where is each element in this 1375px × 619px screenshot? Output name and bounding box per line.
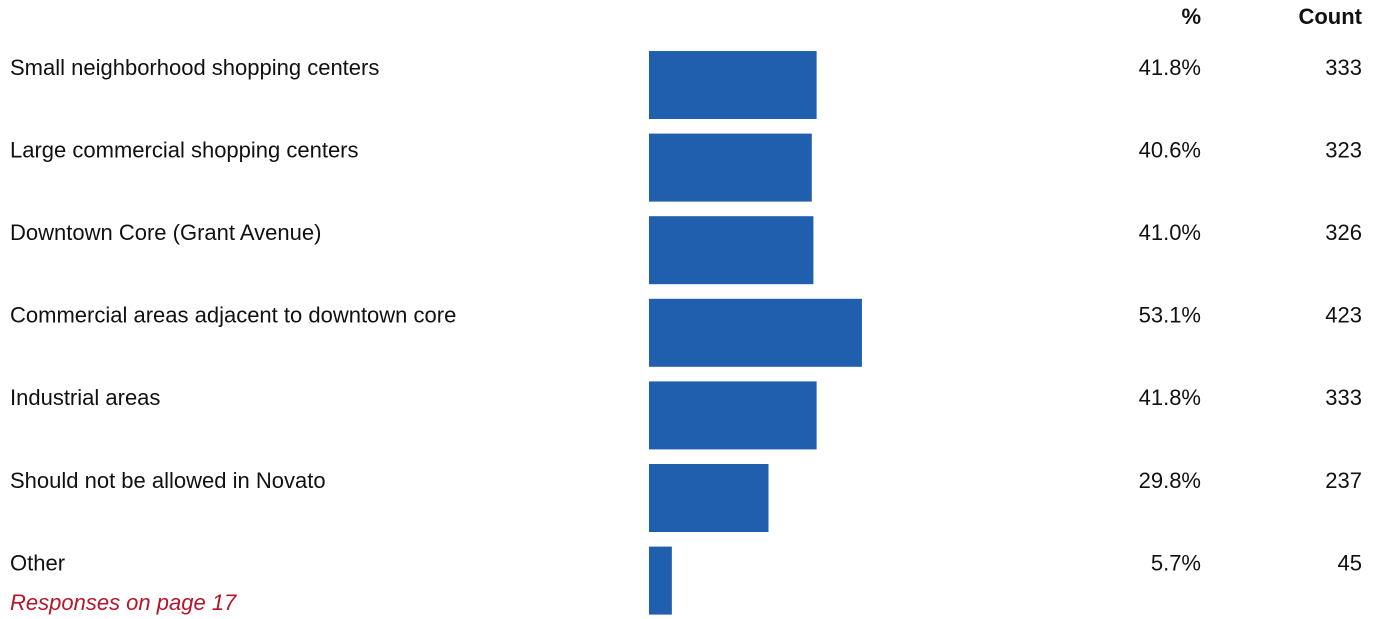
bar <box>649 546 672 615</box>
percent-label: 41.8% <box>1139 55 1201 80</box>
annotation: Responses on page 17 <box>10 590 237 615</box>
category-label: Small neighborhood shopping centers <box>10 55 379 80</box>
bar <box>649 216 814 285</box>
category-label: Should not be allowed in Novato <box>10 468 326 493</box>
category-label: Downtown Core (Grant Avenue) <box>10 220 321 245</box>
count-label: 237 <box>1325 468 1362 493</box>
bar <box>649 298 862 367</box>
percent-label: 41.8% <box>1139 385 1201 410</box>
count-label: 323 <box>1325 137 1362 162</box>
count-label: 333 <box>1325 385 1362 410</box>
category-label: Other <box>10 550 65 575</box>
percent-label: 41.0% <box>1139 220 1201 245</box>
count-label: 423 <box>1325 303 1362 328</box>
bar <box>649 464 769 532</box>
category-label: Commercial areas adjacent to downtown co… <box>10 303 456 328</box>
bar <box>649 51 817 119</box>
category-label: Large commercial shopping centers <box>10 137 359 162</box>
percent-label: 29.8% <box>1139 468 1201 493</box>
percent-label: 40.6% <box>1139 137 1201 162</box>
percent-label: 5.7% <box>1151 550 1201 575</box>
percent-label: 53.1% <box>1139 303 1201 328</box>
bar <box>649 133 812 202</box>
count-label: 45 <box>1338 550 1362 575</box>
count-label: 333 <box>1325 55 1362 80</box>
bar <box>649 381 817 450</box>
count-label: 326 <box>1325 220 1362 245</box>
category-label: Industrial areas <box>10 385 160 410</box>
count-header: Count <box>1298 4 1362 29</box>
percent-header: % <box>1181 4 1201 29</box>
